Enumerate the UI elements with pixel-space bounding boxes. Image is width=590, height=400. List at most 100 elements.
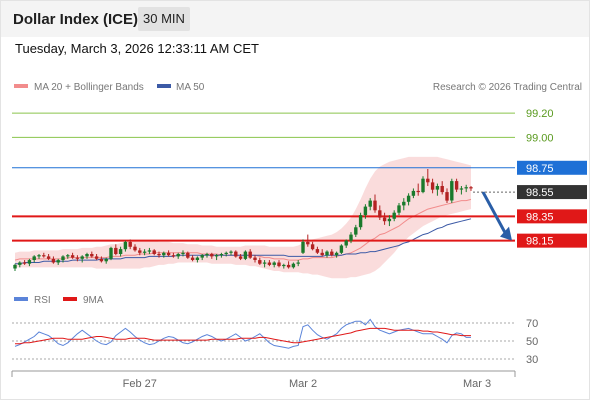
candle-body — [166, 252, 171, 256]
candle-body — [291, 263, 296, 268]
candle-body — [234, 251, 238, 257]
candle-body — [387, 218, 392, 222]
candle-body — [22, 262, 27, 264]
candle-body — [243, 251, 248, 259]
candle-body — [195, 257, 200, 260]
x-tick-label: Feb 27 — [123, 378, 157, 390]
support-label: 98.35 — [526, 211, 554, 223]
candle-body — [358, 215, 363, 228]
support-label-box — [517, 209, 587, 224]
candle-body — [349, 234, 353, 241]
candle-body — [258, 260, 262, 264]
candle-body — [133, 246, 137, 251]
header-bar: Dollar Index (ICE) 30 MIN — [1, 1, 589, 37]
candle-body — [94, 256, 99, 259]
candle-body — [310, 244, 315, 250]
candle-body — [32, 256, 36, 260]
candle-body — [464, 187, 468, 189]
credit-text: Research © 2026 Trading Central — [433, 82, 582, 93]
candle-body — [147, 250, 152, 252]
interval-badge[interactable]: 30 MIN — [138, 7, 190, 31]
candle-body — [80, 256, 84, 259]
candle-body — [392, 212, 396, 219]
candle-body — [296, 262, 300, 264]
candle-body — [411, 190, 416, 196]
candle-body — [363, 206, 368, 216]
rsi-tick-label: 30 — [526, 354, 538, 366]
candle-body — [315, 249, 320, 253]
candle-body — [75, 257, 80, 259]
rsi-tick-label: 70 — [526, 318, 538, 330]
candle-body — [469, 187, 473, 189]
ma20-legend-swatch — [14, 84, 28, 88]
candle-body — [214, 255, 219, 257]
candle-body — [123, 241, 128, 250]
ma50-legend-swatch — [157, 84, 171, 88]
candle-body — [51, 258, 56, 263]
resistance-label: 99.00 — [526, 132, 554, 144]
candle-body — [282, 264, 286, 267]
candle-body — [46, 256, 51, 259]
candle-body — [186, 252, 190, 258]
candle-body — [18, 262, 22, 265]
candle-body — [114, 247, 118, 254]
candle-body — [42, 255, 46, 257]
rsi-tick-label: 50 — [526, 336, 538, 348]
candle-body — [445, 192, 449, 201]
ma20-legend-label: MA 20 + Bollinger Bands — [34, 82, 144, 93]
candle-body — [162, 252, 166, 256]
forecast-arrow-shaft — [481, 191, 507, 234]
candle-body — [142, 251, 147, 253]
candle-body — [66, 255, 70, 257]
price-layer: 99.20 99.00 98.75 98.35 98.15 98.55 — [12, 108, 587, 279]
x-axis-labels: Feb 27 Mar 2 Mar 3 — [123, 378, 491, 390]
candle-body — [13, 264, 17, 269]
candle-body — [426, 178, 430, 183]
candle-body — [70, 255, 75, 258]
candle-body — [334, 252, 339, 256]
candle-body — [181, 252, 185, 254]
x-tick-label: Mar 2 — [289, 378, 317, 390]
candle-body — [325, 251, 329, 256]
candle-body — [339, 245, 344, 253]
candle-body — [118, 249, 123, 254]
bollinger-band — [15, 156, 471, 279]
candle-body — [368, 200, 372, 207]
candle-body — [373, 200, 377, 211]
candle-body — [138, 250, 142, 253]
instrument-title: Dollar Index (ICE) — [13, 11, 139, 28]
candle-body — [157, 254, 161, 256]
candle-body — [286, 264, 291, 268]
candle-body — [406, 195, 411, 202]
rsi-layer: 30 50 70 — [12, 318, 538, 366]
candle-body — [397, 205, 401, 213]
candle-body — [354, 227, 358, 235]
candle-body — [262, 262, 267, 264]
candle-body — [248, 251, 252, 258]
candle-body — [253, 257, 257, 260]
last-price-box — [517, 185, 587, 200]
last-price-label: 98.55 — [526, 187, 554, 199]
candle-body — [90, 254, 94, 257]
candle-body — [99, 258, 104, 262]
candle-body — [459, 188, 464, 190]
candle-body — [344, 240, 348, 246]
candle-body — [219, 254, 224, 256]
resistance-label: 99.20 — [526, 108, 554, 120]
candle-body — [109, 247, 113, 259]
candle-body — [190, 257, 195, 260]
candle-body — [416, 190, 420, 193]
candle-body — [171, 255, 176, 257]
candle-body — [301, 241, 305, 253]
candle-body — [430, 182, 435, 190]
candle-body — [61, 256, 65, 260]
candle-body — [104, 258, 108, 262]
pivot-label-box — [517, 160, 587, 175]
rsi-line — [14, 318, 471, 349]
rsi-ma-legend-swatch — [63, 297, 77, 301]
ma50-legend-label: MA 50 — [176, 82, 205, 93]
candle-body — [402, 201, 406, 206]
candle-body — [238, 256, 243, 259]
candle-body — [210, 254, 214, 257]
